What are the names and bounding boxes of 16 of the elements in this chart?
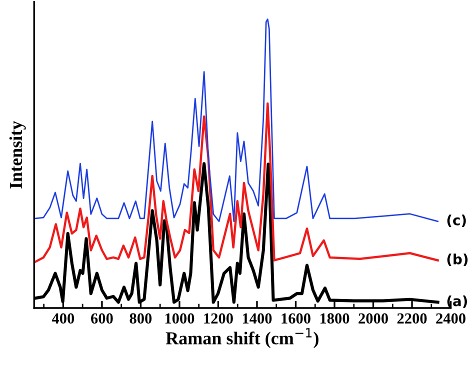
x-tick-label: 2400 — [436, 313, 466, 324]
x-tick-label: 800 — [130, 313, 152, 324]
x-tick-label: 1400 — [242, 313, 272, 324]
y-axis-title: Intensity — [9, 121, 26, 188]
x-tick-label: 1200 — [204, 313, 233, 324]
x-tick-label: 600 — [91, 313, 113, 324]
x-tick-label: 1000 — [165, 313, 194, 324]
x-tick-label: 1600 — [282, 313, 310, 324]
x-axis-title: Raman shift (cm$^{−1}$) — [166, 328, 318, 348]
series-label: (a) — [447, 296, 467, 308]
x-tick-label: 2200 — [397, 313, 427, 324]
x-tick-label: 1800 — [320, 313, 350, 324]
x-tick-label: 2000 — [358, 313, 388, 324]
series-label: (b) — [447, 254, 468, 266]
series-label: (c) — [447, 214, 466, 228]
x-tick-label: 400 — [52, 313, 74, 324]
